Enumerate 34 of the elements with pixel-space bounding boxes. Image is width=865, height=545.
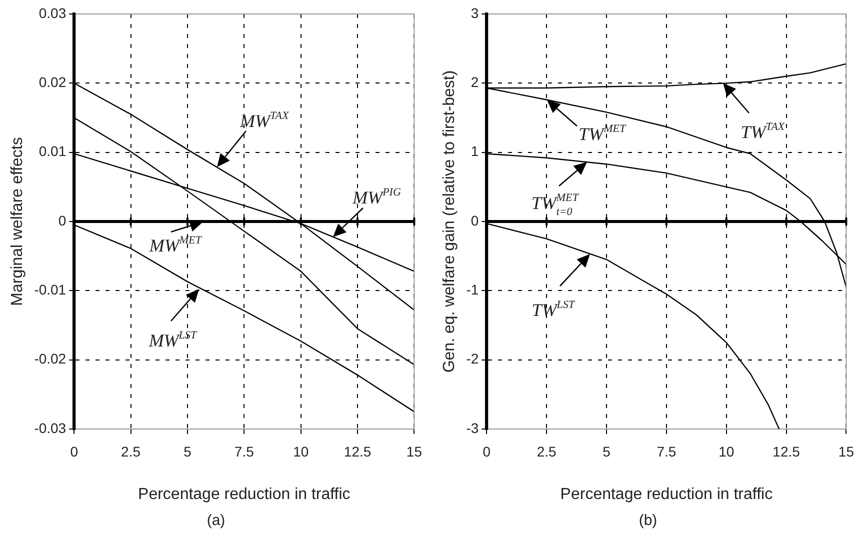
- x-tick-label: 10: [718, 443, 734, 460]
- x-tick-label: 15: [406, 443, 422, 460]
- x-tick-label: 12.5: [772, 443, 800, 460]
- x-tick-label: 0: [482, 443, 491, 460]
- y-tick-label: -0.03: [34, 420, 66, 436]
- x-tick-label: 10: [293, 443, 309, 460]
- x-tick-label: 0: [70, 443, 78, 460]
- y-tick-label: -1: [466, 282, 479, 298]
- y-tick-label: -0.02: [34, 350, 66, 367]
- y-tick-label: 1: [470, 143, 479, 160]
- x-tick-label: 2.5: [121, 443, 141, 460]
- y-tick-label: 0.03: [38, 4, 66, 21]
- x-tick-label: 5: [184, 443, 192, 460]
- y-tick-label: -0.01: [34, 282, 66, 298]
- y-tick-label: -3: [466, 420, 479, 436]
- text: (b): [638, 512, 658, 529]
- x-tick-label: 2.5: [536, 443, 557, 460]
- y-tick-label: 3: [470, 4, 479, 21]
- y-tick-label: -2: [466, 350, 479, 367]
- y-axis-title: Gen. eq. welfare gain (relative to first-best): [441, 70, 458, 373]
- x-axis-title: Percentage reduction in traffic: [138, 486, 350, 503]
- y-tick-label: 0.02: [38, 74, 66, 90]
- y-tick-label: 2: [470, 74, 479, 90]
- x-tick-label: 12.5: [344, 443, 372, 460]
- y-tick-label: 0: [58, 212, 66, 228]
- x-tick-label: 7.5: [656, 443, 676, 460]
- x-axis-title: Percentage reduction in traffic: [560, 486, 773, 503]
- x-tick-label: 7.5: [234, 443, 254, 460]
- y-tick-label: 0.01: [38, 143, 66, 160]
- x-tick-label: 15: [838, 443, 854, 460]
- text: (a): [206, 512, 226, 529]
- y-tick-label: 0: [470, 212, 479, 228]
- x-tick-label: 5: [602, 443, 611, 460]
- y-axis-title: Marginal welfare effects: [9, 137, 26, 306]
